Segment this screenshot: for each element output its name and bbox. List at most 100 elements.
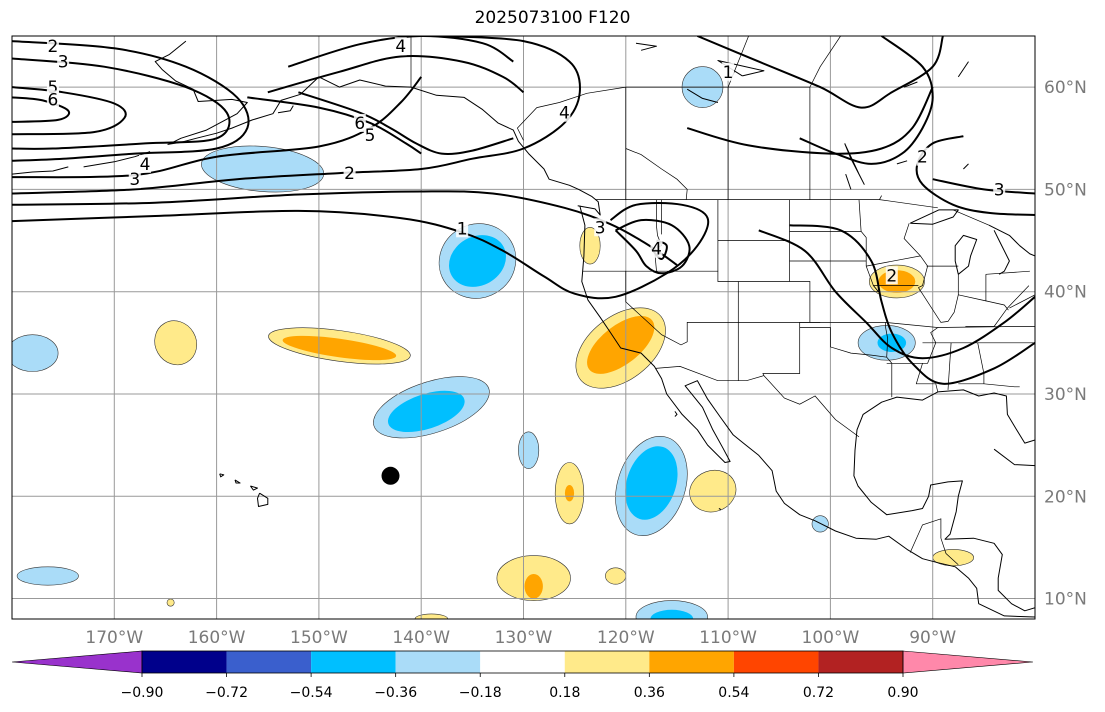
colorbar-tick-label: −0.72 [205, 685, 248, 701]
contour-line [12, 201, 710, 300]
coastline [963, 163, 969, 170]
border-line [985, 300, 1009, 311]
latitude-label: 40°N [1044, 283, 1087, 303]
contour-line [12, 57, 231, 150]
border-line [858, 199, 867, 267]
latitude-label: 60°N [1044, 78, 1087, 98]
contour-line [12, 86, 127, 136]
contour-line [12, 76, 422, 179]
coastline [988, 224, 1035, 257]
coastline [257, 492, 269, 507]
colorbar-tick-label: 0.36 [634, 685, 665, 701]
colorbar-segment [480, 651, 565, 673]
border-line [799, 327, 893, 398]
contour-label-bg [650, 239, 663, 258]
shading-blob-pos_light [154, 320, 198, 366]
border-line [937, 326, 1035, 328]
contour-line [789, 224, 1035, 385]
contour-label: 3 [994, 180, 1005, 200]
border-line [940, 538, 959, 566]
contour-label: 5 [48, 78, 59, 98]
latitude-labels: 60°N 50°N 40°N 30°N 20°N 10°N [1044, 78, 1087, 609]
border-line [516, 86, 626, 141]
contour-label: 4 [559, 104, 570, 124]
border-line [953, 209, 990, 226]
contour-label: 2 [917, 148, 928, 168]
contour-label-bg [353, 113, 366, 132]
coastline [154, 40, 248, 145]
contour-line [697, 36, 944, 109]
contour-label: 1 [457, 219, 468, 239]
longitude-label: 150°W [290, 628, 348, 648]
longitude-label: 90°W [909, 628, 956, 648]
colorbar-extend-low [11, 650, 143, 674]
contour-label: 4 [395, 37, 406, 57]
coastline [249, 485, 258, 491]
contour-label-bg [722, 62, 735, 81]
contour-label-bg [993, 180, 1006, 199]
contour-label: 4 [651, 240, 662, 260]
coastline [277, 105, 294, 114]
shading-blob-pos_mid [564, 485, 575, 502]
contour-label-bg [394, 37, 407, 56]
coastline [234, 479, 241, 484]
shading-blob-pos_light [689, 469, 737, 513]
longitude-labels: 170°W 160°W 150°W 140°W 130°W 120°W 110°W 100°W… [85, 628, 956, 648]
border-line [582, 270, 811, 346]
colorbar-tick-label: 0.54 [718, 685, 749, 701]
longitude-label: 140°W [392, 628, 450, 648]
shading-blob-neg_mid [449, 235, 506, 287]
longitude-label: 170°W [85, 628, 143, 648]
coastline [579, 205, 1035, 618]
contour-line [298, 91, 514, 155]
contour-label-bg [128, 170, 141, 189]
shading-blob-pos_mid [524, 574, 543, 599]
contour-label-bg [594, 218, 607, 237]
border-line [655, 366, 860, 438]
coastline [993, 448, 1035, 467]
contour-label: 6 [354, 114, 365, 134]
coastline [635, 42, 657, 51]
shading-blob-pos_light [605, 567, 627, 585]
contour-line [12, 36, 581, 195]
shading-blob-neg_light [16, 566, 79, 586]
coastline [686, 88, 719, 103]
contour-label: 1 [723, 63, 734, 83]
coastline [903, 81, 918, 88]
contour-line [758, 229, 1035, 360]
colorbar-segment [649, 651, 734, 673]
contour-line [247, 96, 422, 155]
longitude-label: 110°W [699, 628, 757, 648]
border-line [885, 322, 889, 358]
shading-blob-neg_mid [387, 390, 465, 433]
colorbar: −0.90 −0.72 −0.54 −0.36 −0.18 0.18 0.36 0.54 0.7… [11, 650, 1034, 701]
border-line [879, 199, 938, 209]
shading-blob-neg_light [518, 431, 540, 469]
colorbar-extend-high [902, 650, 1034, 674]
contour-label: 3 [58, 53, 69, 73]
contour-label: 3 [595, 218, 606, 238]
coastline [845, 173, 852, 190]
border-line [985, 270, 1030, 275]
contour-label-bg [558, 103, 571, 122]
border-line [965, 285, 1030, 327]
contour-line [12, 40, 250, 162]
colorbar-tick-label: −0.18 [459, 685, 502, 701]
contour-label-bg [46, 37, 59, 56]
colorbar-tick-label: 0.72 [803, 685, 834, 701]
contour-lines [12, 36, 1035, 385]
shading-blob-neg_light [12, 334, 59, 372]
coastline [219, 473, 225, 478]
coastline [954, 234, 978, 275]
border-line [903, 223, 921, 257]
border-line [909, 518, 942, 553]
contour-label-bg [343, 164, 356, 183]
colorbar-tick-label: −0.90 [121, 685, 164, 701]
contour-line [915, 135, 1035, 216]
contour-label: 2 [48, 37, 59, 57]
colorbar-segment [395, 651, 481, 673]
contour-line [12, 190, 678, 266]
coastline [993, 230, 1010, 275]
